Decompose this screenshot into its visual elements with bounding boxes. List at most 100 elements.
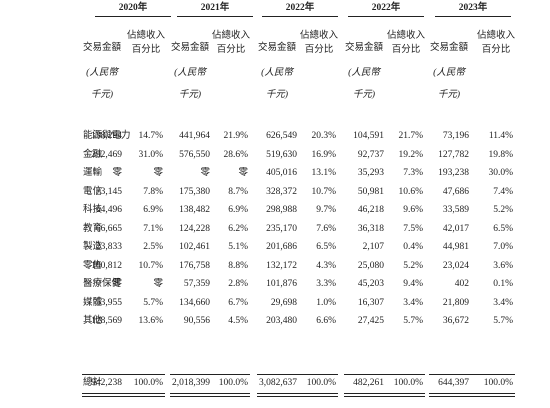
pct-header: 百分比 xyxy=(391,45,421,55)
cell: 13.6% xyxy=(138,316,163,326)
cell: 46,218 xyxy=(357,205,384,215)
cell: 482,261 xyxy=(353,378,384,388)
header-rule xyxy=(348,16,424,17)
cell: 零 xyxy=(200,168,210,178)
amount-unit: 千元) xyxy=(352,90,376,100)
cell: 31.0% xyxy=(138,149,163,160)
cell: 23,024 xyxy=(442,260,469,271)
cell: 1.0% xyxy=(316,297,336,308)
cell: 5.1% xyxy=(228,242,248,252)
cell: 2,018,399 xyxy=(172,378,210,388)
cell: 203,480 xyxy=(266,316,297,326)
cell: 7.5% xyxy=(403,223,423,234)
cell: 6.7% xyxy=(228,297,248,308)
pct-header: 百分比 xyxy=(216,45,246,55)
cell: 5.2% xyxy=(493,205,513,215)
cell: 50,981 xyxy=(357,186,384,197)
row-label: 製造 xyxy=(83,242,103,252)
cell: 21.7% xyxy=(398,131,423,141)
cell: 127,782 xyxy=(438,149,469,160)
cell: 14.7% xyxy=(138,131,163,141)
row-label: 教育 xyxy=(83,223,103,234)
cell: 21.9% xyxy=(223,131,248,141)
cell: 19.8% xyxy=(488,149,513,160)
cell: 73,196 xyxy=(442,131,469,141)
row-label: 電信 xyxy=(83,186,103,197)
cell: 3.3% xyxy=(316,279,336,289)
cell: 7.6% xyxy=(316,223,336,234)
cell: 零 xyxy=(112,168,122,178)
year-header: 2022年 xyxy=(285,3,315,13)
amount-unit: (人民幣 xyxy=(86,68,118,78)
pct-header: 佔總收入 xyxy=(386,31,425,41)
row-label: 總計 xyxy=(83,378,103,388)
cell: 36,318 xyxy=(357,223,384,234)
amount-header: 交易金額 xyxy=(170,43,209,53)
cell: 100.0% xyxy=(218,378,248,388)
row-label: 零售 xyxy=(83,260,103,271)
cell: 66,665 xyxy=(95,223,122,234)
pct-header: 百分比 xyxy=(131,45,161,55)
row-label: 其他 xyxy=(83,316,103,326)
cell: 6.9% xyxy=(143,205,163,215)
cell: 124,228 xyxy=(179,223,210,234)
total-rule xyxy=(257,374,338,375)
cell: 20.3% xyxy=(311,131,336,141)
cell: 73,145 xyxy=(95,186,122,197)
cell: 19.2% xyxy=(398,149,423,160)
amount-unit: (人民幣 xyxy=(433,68,465,78)
header-rule xyxy=(435,16,511,17)
total-double-rule xyxy=(170,396,250,397)
header-rule xyxy=(262,16,338,17)
cell: 644,397 xyxy=(438,378,469,388)
amount-unit: 千元) xyxy=(265,90,289,100)
cell: 519,630 xyxy=(266,149,297,160)
year-header: 2021年 xyxy=(200,3,230,13)
header-rule xyxy=(95,16,171,17)
cell: 5.2% xyxy=(403,260,423,271)
pct-header: 百分比 xyxy=(304,45,334,55)
cell: 零 xyxy=(153,279,163,289)
cell: 5.7% xyxy=(493,316,513,326)
pct-header: 佔總收入 xyxy=(299,31,338,41)
cell: 138,294 xyxy=(91,131,122,141)
amount-unit: (人民幣 xyxy=(348,68,380,78)
cell: 100.0% xyxy=(483,378,513,388)
cell: 3.6% xyxy=(493,260,513,271)
cell: 5.7% xyxy=(143,297,163,308)
amount-unit: (人民幣 xyxy=(261,68,293,78)
cell: 92,737 xyxy=(357,149,384,160)
cell: 402 xyxy=(454,279,469,289)
row-label: 醫療保健 xyxy=(83,279,122,289)
amount-unit: 千元) xyxy=(178,90,202,100)
cell: 30.0% xyxy=(488,168,513,178)
row-label: 能源與電力 xyxy=(83,131,131,141)
amount-unit: (人民幣 xyxy=(174,68,206,78)
cell: 6.5% xyxy=(316,242,336,252)
cell: 9.6% xyxy=(403,205,423,215)
cell: 3.4% xyxy=(493,297,513,308)
cell: 292,469 xyxy=(91,149,122,160)
cell: 23,833 xyxy=(95,242,122,252)
cell: 8.8% xyxy=(228,260,248,271)
pct-header: 佔總收入 xyxy=(126,31,165,41)
header-rule xyxy=(177,16,253,17)
cell: 328,372 xyxy=(266,186,297,197)
cell: 7.3% xyxy=(403,168,423,178)
cell: 27,425 xyxy=(357,316,384,326)
cell: 21,809 xyxy=(442,297,469,308)
cell: 9.4% xyxy=(403,279,423,289)
amount-header: 交易金額 xyxy=(429,43,468,53)
cell: 132,172 xyxy=(266,260,297,271)
cell: 7.8% xyxy=(143,186,163,197)
pct-header: 佔總收入 xyxy=(211,31,250,41)
pct-header: 百分比 xyxy=(481,45,511,55)
cell: 102,461 xyxy=(179,242,210,252)
cell: 6.2% xyxy=(228,223,248,234)
amount-unit: 千元) xyxy=(437,90,461,100)
cell: 7.1% xyxy=(143,223,163,234)
cell: 90,556 xyxy=(183,316,210,326)
cell: 57,359 xyxy=(183,279,210,289)
cell: 0.4% xyxy=(403,242,423,252)
